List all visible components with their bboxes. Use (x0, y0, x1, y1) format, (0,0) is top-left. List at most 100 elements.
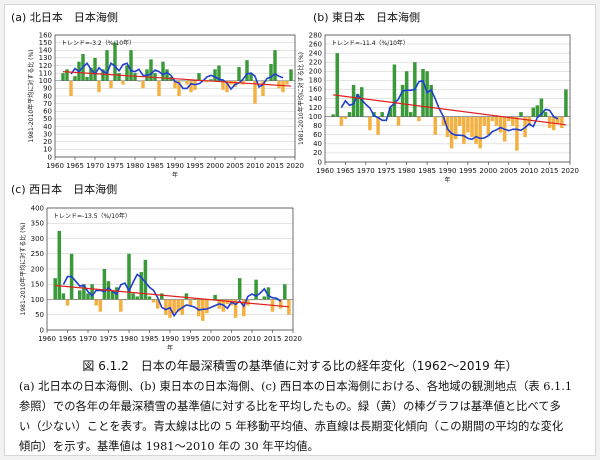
bar (355, 93, 360, 117)
trend-line (55, 284, 289, 308)
bar (343, 116, 348, 119)
x-tick-label: 2010 (246, 162, 264, 170)
bar (85, 76, 89, 81)
y-axis-label: 1981-2010年平均に対する比 (%) (297, 52, 305, 145)
bar (506, 116, 511, 122)
x-tick-label: 1965 (337, 167, 355, 175)
x-tick-label: 1960 (46, 162, 64, 170)
x-tick-label: 2020 (286, 162, 304, 170)
caption-line: い（少ない）ことを表す。青太線は比の 5 年移動平均値、赤直線は長期変化傾向（こ… (19, 420, 564, 433)
bar (65, 299, 70, 306)
bar (155, 299, 160, 309)
x-tick-label: 2015 (541, 167, 559, 175)
y-tick-label: 260 (309, 40, 322, 48)
y-tick-label: 80 (313, 122, 322, 130)
bar (289, 69, 293, 81)
y-axis-label: 1981-2010年平均に対する比 (%) (19, 223, 27, 316)
bar (281, 80, 285, 93)
bar (53, 278, 57, 300)
x-tick-label: 2000 (479, 167, 497, 175)
bar (102, 269, 107, 300)
bar (165, 69, 169, 81)
y-tick-label: 280 (309, 31, 322, 39)
bar (417, 116, 421, 122)
bar (560, 116, 564, 128)
moving-average-line (70, 61, 284, 91)
x-tick-label: 1965 (59, 335, 77, 343)
y-tick-label: 250 (31, 250, 44, 258)
y-tick-label: 400 (31, 204, 44, 212)
bar (490, 116, 495, 122)
x-tick-label: 2005 (226, 162, 244, 170)
bar (273, 50, 277, 81)
bar (254, 279, 258, 300)
chart-title: (b) 東日本 日本海側 (313, 10, 420, 24)
bar (173, 80, 177, 89)
bar (564, 89, 568, 117)
y-tick-label: 40 (43, 123, 52, 131)
x-tick-label: 1995 (182, 335, 200, 343)
bar (262, 296, 267, 300)
bar (331, 114, 335, 117)
bar (285, 80, 289, 85)
bar (151, 299, 156, 303)
bar (482, 116, 487, 126)
x-tick-label: 2015 (264, 335, 282, 343)
trend-annotation: トレンド=-11.4（%/10年） (331, 39, 409, 47)
y-tick-label: 100 (39, 77, 52, 85)
bar (133, 73, 137, 81)
bar (253, 80, 257, 104)
x-tick-label: 1980 (398, 167, 416, 175)
bar (185, 80, 189, 85)
y-axis-label: 1981-2010年平均に対する比 (%) (27, 50, 35, 143)
bar (527, 116, 531, 126)
bar (470, 116, 474, 138)
bar (494, 116, 499, 126)
trend-line (333, 94, 566, 126)
trend-annotation: トレンド=-3.2（%/10年） (61, 39, 135, 47)
bar (486, 116, 491, 135)
x-axis-label: 年 (172, 171, 178, 179)
bar (249, 73, 253, 81)
y-tick-label: 110 (39, 69, 52, 77)
y-tick-label: 0 (40, 326, 44, 334)
chart-title: (c) 西日本 日本海側 (11, 182, 117, 196)
bar (93, 57, 97, 81)
bar (245, 60, 249, 81)
bar (61, 293, 66, 300)
bar (137, 80, 141, 82)
bar (147, 296, 152, 300)
trend-line (62, 71, 292, 87)
bar (105, 50, 109, 81)
bar (139, 272, 144, 300)
y-tick-label: 150 (39, 39, 52, 47)
trend-annotation: トレンド=-13.5（%/10年） (53, 212, 131, 220)
y-tick-label: 20 (313, 149, 322, 157)
bar (90, 284, 94, 300)
bar (97, 80, 101, 93)
bar (141, 80, 145, 89)
y-tick-label: 30 (43, 130, 52, 138)
bar (225, 80, 229, 93)
figure-page: (a) 北日本 日本海側 0 10 20 30 40 50 60 70 80 90 100 110 120… (4, 4, 596, 456)
bar (388, 107, 393, 117)
bar (339, 116, 344, 126)
bar (196, 299, 201, 317)
bar (278, 299, 283, 309)
bar (351, 84, 356, 117)
x-tick-label: 1970 (86, 162, 104, 170)
bar (201, 299, 205, 321)
bar (149, 59, 153, 81)
bar (86, 293, 90, 300)
y-tick-label: 40 (313, 140, 322, 148)
x-tick-label: 1985 (418, 167, 436, 175)
bar (94, 299, 98, 306)
bar (78, 290, 82, 300)
plot-frame (54, 34, 296, 158)
bar (176, 299, 180, 312)
x-tick-label: 1970 (357, 167, 375, 175)
bar (143, 259, 148, 300)
x-tick-label: 1985 (141, 335, 159, 343)
bar (125, 65, 129, 81)
x-tick-label: 1990 (161, 335, 179, 343)
